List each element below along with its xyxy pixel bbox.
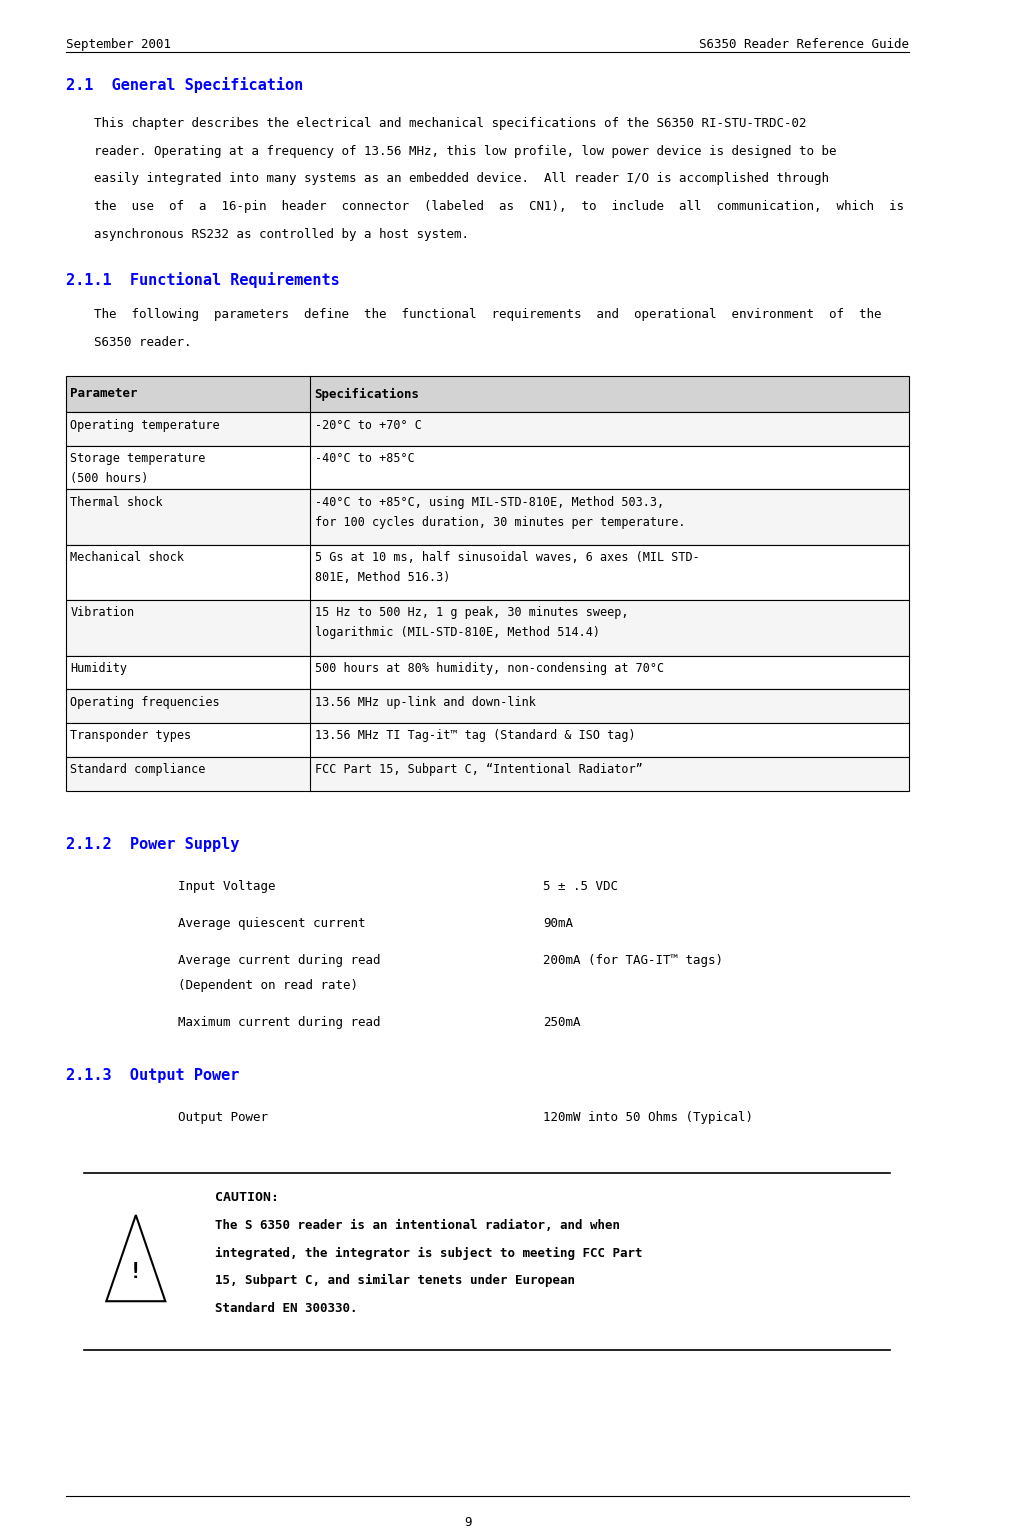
Text: -40°C to +85°C: -40°C to +85°C [315,452,415,465]
FancyBboxPatch shape [66,689,909,723]
FancyBboxPatch shape [66,545,909,600]
Text: FCC Part 15, Subpart C, “Intentional Radiator”: FCC Part 15, Subpart C, “Intentional Rad… [315,763,642,776]
Text: Humidity: Humidity [70,662,128,674]
Text: easily integrated into many systems as an embedded device.  All reader I/O is ac: easily integrated into many systems as a… [94,172,828,185]
Text: 5 ± .5 VDC: 5 ± .5 VDC [543,880,618,893]
Text: 13.56 MHz TI Tag-it™ tag (Standard & ISO tag): 13.56 MHz TI Tag-it™ tag (Standard & ISO… [315,729,635,742]
Text: Operating frequencies: Operating frequencies [70,696,220,708]
Text: 15 Hz to 500 Hz, 1 g peak, 30 minutes sweep,: 15 Hz to 500 Hz, 1 g peak, 30 minutes sw… [315,606,629,619]
Text: 500 hours at 80% humidity, non-condensing at 70°C: 500 hours at 80% humidity, non-condensin… [315,662,664,674]
Text: 5 Gs at 10 ms, half sinusoidal waves, 6 axes (MIL STD-: 5 Gs at 10 ms, half sinusoidal waves, 6 … [315,551,700,563]
Text: This chapter describes the electrical and mechanical specifications of the S6350: This chapter describes the electrical an… [94,117,806,129]
Text: Thermal shock: Thermal shock [70,496,163,508]
Text: S6350 Reader Reference Guide: S6350 Reader Reference Guide [699,38,909,51]
FancyBboxPatch shape [66,412,909,446]
Text: 2.1.3  Output Power: 2.1.3 Output Power [66,1068,239,1083]
Text: 13.56 MHz up-link and down-link: 13.56 MHz up-link and down-link [315,696,536,708]
FancyBboxPatch shape [66,376,909,412]
Text: S6350 reader.: S6350 reader. [94,336,191,348]
Text: September 2001: September 2001 [66,38,171,51]
Text: -40°C to +85°C, using MIL-STD-810E, Method 503.3,: -40°C to +85°C, using MIL-STD-810E, Meth… [315,496,664,508]
Text: Output Power: Output Power [178,1111,268,1123]
Text: Transponder types: Transponder types [70,729,191,742]
Text: 801E, Method 516.3): 801E, Method 516.3) [315,571,450,583]
FancyBboxPatch shape [66,723,909,757]
Text: (500 hours): (500 hours) [70,472,148,485]
Text: Maximum current during read: Maximum current during read [178,1016,381,1028]
Text: Parameter: Parameter [70,388,138,400]
Text: Standard compliance: Standard compliance [70,763,206,776]
Text: 200mA (for TAG-IT™ tags): 200mA (for TAG-IT™ tags) [543,954,723,966]
Text: The S 6350 reader is an intentional radiator, and when: The S 6350 reader is an intentional radi… [215,1219,620,1231]
Text: logarithmic (MIL-STD-810E, Method 514.4): logarithmic (MIL-STD-810E, Method 514.4) [315,626,600,639]
Text: reader. Operating at a frequency of 13.56 MHz, this low profile, low power devic: reader. Operating at a frequency of 13.5… [94,145,837,157]
Text: 250mA: 250mA [543,1016,580,1028]
Polygon shape [106,1216,166,1302]
Text: Average current during read: Average current during read [178,954,381,966]
Text: (Dependent on read rate): (Dependent on read rate) [178,979,358,991]
FancyBboxPatch shape [66,600,909,656]
Text: for 100 cycles duration, 30 minutes per temperature.: for 100 cycles duration, 30 minutes per … [315,516,685,528]
Text: the  use  of  a  16-pin  header  connector  (labeled  as  CN1),  to  include  al: the use of a 16-pin header connector (la… [94,200,903,212]
FancyBboxPatch shape [66,489,909,545]
Text: 2.1  General Specification: 2.1 General Specification [66,77,303,92]
Text: 9: 9 [465,1516,472,1528]
Text: Input Voltage: Input Voltage [178,880,276,893]
Text: CAUTION:: CAUTION: [215,1191,280,1203]
Text: Vibration: Vibration [70,606,135,619]
Text: Average quiescent current: Average quiescent current [178,917,365,930]
Text: 2.1.2  Power Supply: 2.1.2 Power Supply [66,837,239,853]
Text: Storage temperature: Storage temperature [70,452,206,465]
FancyBboxPatch shape [66,656,909,689]
Text: 2.1.1  Functional Requirements: 2.1.1 Functional Requirements [66,272,340,288]
Text: 120mW into 50 Ohms (Typical): 120mW into 50 Ohms (Typical) [543,1111,753,1123]
Text: Operating temperature: Operating temperature [70,419,220,431]
Text: asynchronous RS232 as controlled by a host system.: asynchronous RS232 as controlled by a ho… [94,228,468,240]
Text: 15, Subpart C, and similar tenets under European: 15, Subpart C, and similar tenets under … [215,1274,575,1287]
Text: -20°C to +70° C: -20°C to +70° C [315,419,422,431]
FancyBboxPatch shape [66,446,909,489]
Text: 90mA: 90mA [543,917,573,930]
FancyBboxPatch shape [66,757,909,791]
Text: !: ! [129,1262,142,1282]
Text: The  following  parameters  define  the  functional  requirements  and  operatio: The following parameters define the func… [94,308,881,320]
Text: Standard EN 300330.: Standard EN 300330. [215,1302,358,1314]
Text: integrated, the integrator is subject to meeting FCC Part: integrated, the integrator is subject to… [215,1247,643,1259]
Text: Mechanical shock: Mechanical shock [70,551,184,563]
Text: Specifications: Specifications [315,388,420,400]
